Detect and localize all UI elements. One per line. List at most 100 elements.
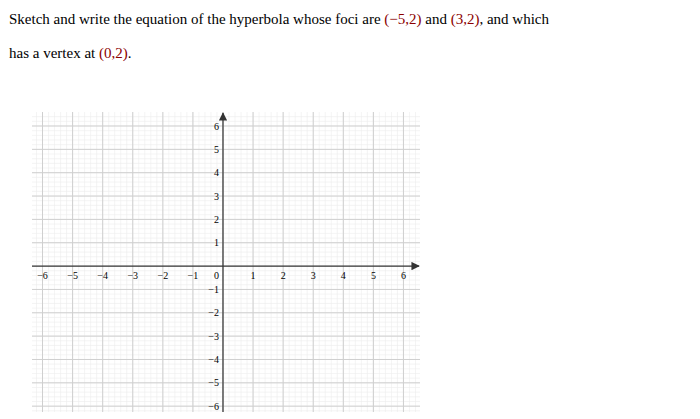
minor-grid-line [32,364,420,365]
minor-grid-line [32,392,420,393]
minor-grid-line [331,112,332,412]
minor-grid-line [32,317,420,318]
minor-grid-line [32,154,420,155]
x-tick-label: 1 [251,270,256,281]
minor-grid-line [32,382,420,383]
minor-grid-line [174,112,175,412]
minor-grid-line [271,112,272,412]
minor-grid-line [32,266,420,267]
minor-grid-line [96,112,97,412]
minor-grid-line [32,331,420,332]
major-grid-line [132,112,133,412]
minor-grid-line [391,112,392,412]
minor-grid-line [277,112,278,412]
minor-grid-line [32,144,420,145]
problem-text: has a vertex at (0,2). [9,45,131,62]
minor-grid-line [295,112,296,412]
minor-grid-line [32,121,420,122]
x-tick-label: 0 [214,270,219,281]
minor-grid-line [48,112,49,412]
x-tick-label: −3 [127,270,138,281]
major-grid-line [32,219,420,220]
x-tick-label: 6 [401,270,406,281]
minor-grid-line [66,112,67,412]
minor-grid-line [32,387,420,388]
minor-grid-line [32,312,420,313]
minor-grid-line [32,401,420,402]
minor-grid-line [325,112,326,412]
minor-grid-line [32,359,420,360]
minor-grid-line [32,238,420,239]
minor-grid-line [373,112,374,412]
minor-grid-line [337,112,338,412]
minor-grid-line [198,112,199,412]
major-grid-line [32,172,420,173]
minor-grid-line [32,303,420,304]
minor-grid-line [32,130,420,131]
minor-grid-line [367,112,368,412]
minor-grid-line [32,336,420,337]
minor-grid-line [138,112,139,412]
minor-grid-line [32,261,420,262]
minor-grid-line [84,112,85,412]
x-tick-label: 5 [371,270,376,281]
minor-grid-line [319,112,320,412]
major-grid-line [192,112,193,412]
minor-grid-line [32,182,420,183]
minor-grid-line [409,112,410,412]
minor-grid-line [265,112,266,412]
x-tick-label: 4 [341,270,346,281]
minor-grid-line [32,172,420,173]
minor-grid-line [415,112,416,412]
minor-grid-line [32,219,420,220]
minor-grid-line [32,378,420,379]
minor-grid-line [253,112,254,412]
minor-grid-line [301,112,302,412]
minor-grid-line [32,252,420,253]
minor-grid-line [156,112,157,412]
minor-grid-line [180,112,181,412]
minor-grid-line [150,112,151,412]
minor-grid-line [32,210,420,211]
major-grid-line [102,112,103,412]
minor-grid-line [32,322,420,323]
minor-grid-line [32,191,420,192]
minor-grid-line [235,112,236,412]
minor-grid-line [216,112,217,412]
minor-grid-line [289,112,290,412]
minor-grid-line [32,214,420,215]
minor-grid-line [32,116,420,117]
minor-grid-line [32,196,420,197]
x-tick-label: −5 [67,270,78,281]
minor-grid-line [32,177,420,178]
major-grid-line [403,112,404,412]
minor-grid-line [355,112,356,412]
text-segment: Sketch and write the equation of the hyp… [9,11,384,27]
minor-grid-line [403,112,404,412]
major-grid-line [32,196,420,197]
minor-grid-line [32,135,420,136]
minor-grid-line [42,112,43,412]
minor-grid-line [32,326,420,327]
minor-grid-line [379,112,380,412]
minor-grid-line [78,112,79,412]
minor-grid-line [32,294,420,295]
text-segment: has a vertex at [9,45,99,61]
minor-grid-line [162,112,163,412]
problem-text: Sketch and write the equation of the hyp… [9,11,549,28]
minor-grid-line [32,233,420,234]
minor-grid-line [32,224,420,225]
minor-grid-line [32,396,420,397]
major-grid-line [32,126,420,127]
x-tick-label: −1 [188,270,199,281]
minor-grid-line [32,247,420,248]
minor-grid-line [349,112,350,412]
minor-grid-line [72,112,73,412]
major-grid-line [253,112,254,412]
minor-grid-line [32,284,420,285]
major-grid-line [343,112,344,412]
minor-grid-line [102,112,103,412]
minor-grid-line [385,112,386,412]
minor-grid-line [186,112,187,412]
minor-grid-line [32,168,420,169]
